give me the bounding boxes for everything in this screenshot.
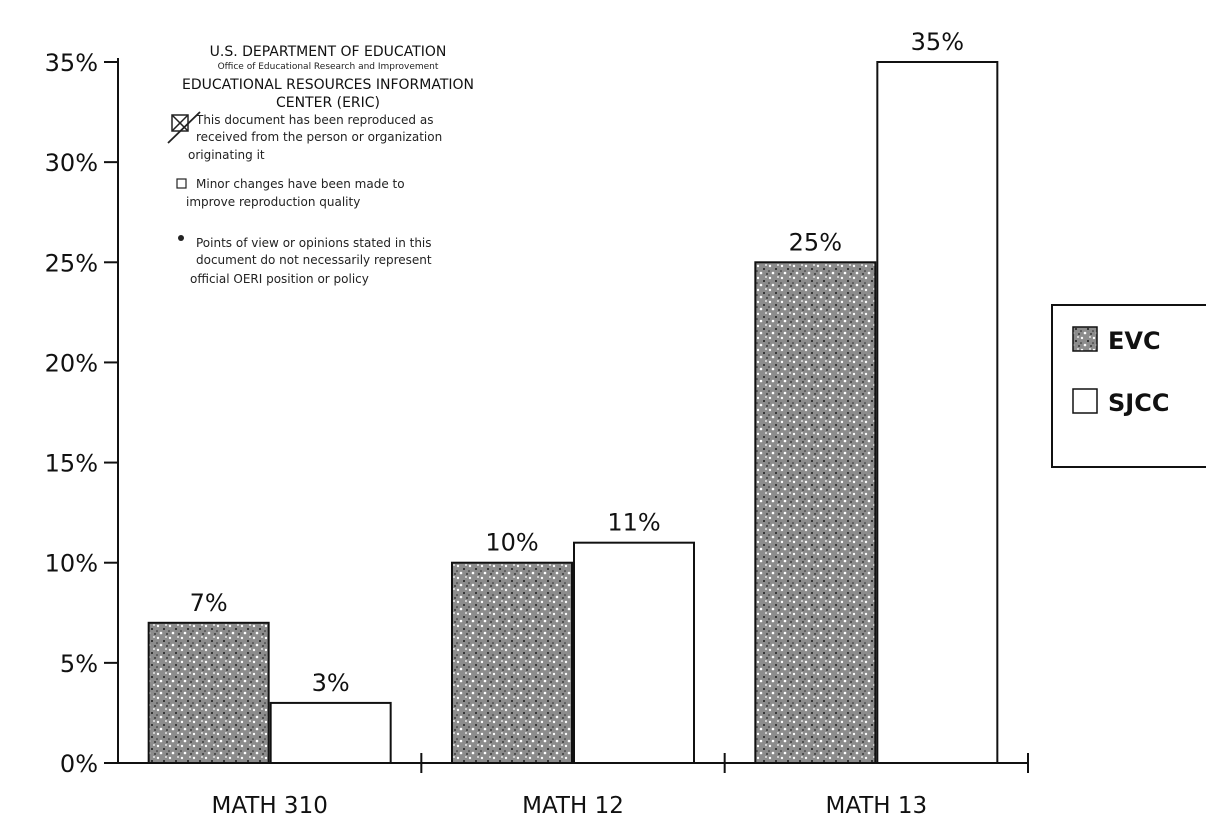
eric-notice-item2b: improve reproduction quality	[186, 195, 360, 209]
data-label-sjcc-math-310: 3%	[312, 669, 350, 697]
legend: EVC SJCC	[1051, 304, 1206, 468]
eric-notice-item2a: Minor changes have been made to	[196, 177, 405, 191]
legend-label-sjcc: SJCC	[1108, 389, 1169, 417]
data-label-evc-math-310: 7%	[190, 589, 228, 617]
category-label: MATH 310	[211, 793, 327, 819]
category-label: MATH 12	[522, 793, 624, 819]
y-tick-label: 0%	[60, 750, 98, 778]
eric-notice-line1: U.S. DEPARTMENT OF EDUCATION	[210, 44, 447, 60]
eric-notice: U.S. DEPARTMENT OF EDUCATION Office of E…	[167, 44, 474, 286]
bars	[147, 61, 999, 765]
legend-label-evc: EVC	[1108, 327, 1161, 355]
category-label: MATH 13	[825, 793, 927, 819]
y-tick-label: 25%	[45, 249, 98, 277]
y-tick-label: 5%	[60, 650, 98, 678]
checked-box-icon	[167, 111, 201, 144]
data-label-sjcc-math-13: 35%	[911, 28, 964, 56]
eric-notice-line4: CENTER (ERIC)	[276, 95, 380, 111]
eric-notice-item3a: Points of view or opinions stated in thi…	[196, 236, 432, 250]
bar-sjcc-math-12	[573, 541, 695, 765]
eric-notice-item1a: This document has been reproduced as	[195, 113, 433, 127]
data-label-sjcc-math-12: 11%	[607, 509, 660, 537]
y-tick-label: 20%	[45, 349, 98, 377]
bar-evc-math-310	[147, 621, 270, 764]
eric-notice-line2: Office of Educational Research and Impro…	[218, 62, 439, 72]
bar-evc-math-12	[451, 561, 573, 765]
eric-notice-line3: EDUCATIONAL RESOURCES INFORMATION	[182, 77, 474, 93]
y-tick-label: 10%	[45, 550, 98, 578]
bar-sjcc-math-13	[876, 61, 999, 764]
empty-checkbox-icon	[176, 178, 187, 189]
bar-sjcc-math-310	[269, 701, 392, 765]
bar-evc-math-13	[754, 261, 877, 764]
data-label-evc-math-12: 10%	[485, 529, 538, 557]
eric-notice-item3b: document do not necessarily represent	[196, 253, 432, 267]
data-label-evc-math-13: 25%	[789, 228, 842, 256]
legend-swatch-sjcc	[1072, 388, 1098, 414]
eric-notice-item3c: official OERI position or policy	[190, 272, 369, 286]
eric-notice-item1c: originating it	[188, 148, 265, 162]
y-tick-label: 35%	[45, 49, 98, 77]
y-tick-label: 15%	[45, 450, 98, 478]
labels: 7% 3% MATH 310 10% 11% MATH 12 25% 35% MATH 13	[190, 28, 964, 819]
y-tick-label: 30%	[45, 149, 98, 177]
bullet-icon	[178, 235, 184, 241]
legend-swatch-evc	[1072, 326, 1098, 352]
eric-notice-item1b: received from the person or organization	[196, 130, 442, 144]
